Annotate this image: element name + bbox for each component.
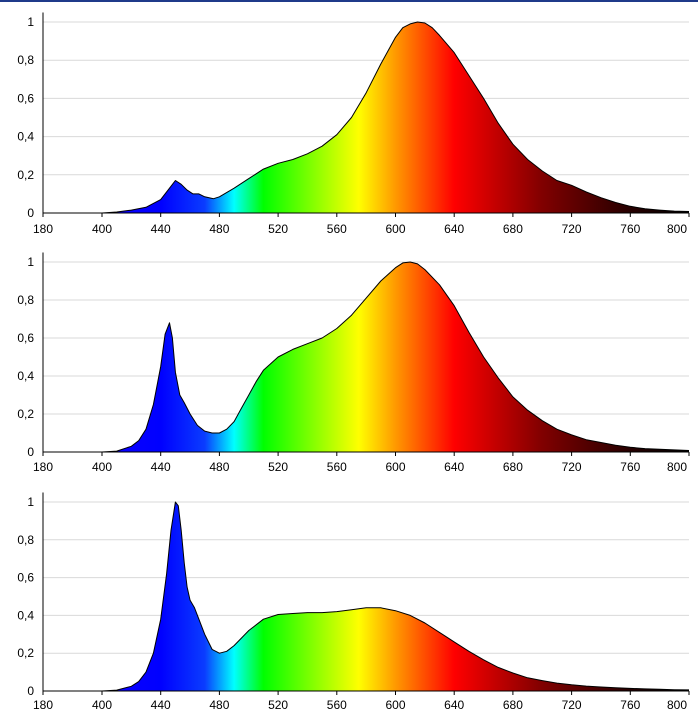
y-tick-label: 0,6 (17, 91, 34, 105)
y-tick-label: 0,2 (17, 646, 34, 660)
x-tick-label: 760 (620, 698, 640, 712)
y-tick-label: 1 (27, 495, 34, 509)
spectrum-area (43, 22, 689, 213)
x-tick-label: 600 (385, 222, 405, 236)
y-tick-label: 0,4 (17, 130, 34, 144)
y-tick-label: 0,8 (17, 533, 34, 547)
y-tick-label: 0 (27, 206, 34, 220)
x-tick-label: 600 (385, 460, 405, 474)
y-tick-label: 0,4 (17, 608, 34, 622)
x-tick-label: 680 (503, 460, 523, 474)
x-tick-label: 560 (327, 460, 347, 474)
y-tick-label: 0,4 (17, 369, 34, 383)
x-tick-label: 180 (33, 698, 53, 712)
y-tick-label: 0 (27, 445, 34, 459)
x-tick-label: 720 (562, 222, 582, 236)
x-tick-label: 720 (562, 460, 582, 474)
spectrum-outline (43, 21, 690, 214)
x-tick-label: 640 (444, 460, 464, 474)
spectrum-chart-3: 0 0,2 0,4 0,6 0,8 1 180 400 440 480 520 560 600 640 68… (17, 492, 690, 712)
x-tick-label: 760 (620, 222, 640, 236)
x-tick-label: 400 (92, 460, 112, 474)
x-tick-label: 800 (667, 698, 687, 712)
x-tick-label: 560 (327, 222, 347, 236)
x-tick-label: 180 (33, 460, 53, 474)
y-tick-label: 0 (27, 684, 34, 698)
y-tick-label: 1 (27, 255, 34, 269)
spectrum-outline (43, 261, 690, 453)
y-tick-label: 0,8 (17, 53, 34, 67)
y-tick-label: 0,6 (17, 331, 34, 345)
y-tick-label: 0,8 (17, 293, 34, 307)
spectrum-outline (43, 501, 690, 692)
spectrum-area (43, 262, 689, 452)
x-tick-label: 680 (503, 222, 523, 236)
y-tick-label: 0,2 (17, 407, 34, 421)
top-border-rule (0, 0, 698, 2)
x-tick-label: 480 (209, 698, 229, 712)
x-tick-label: 400 (92, 698, 112, 712)
x-tick-label: 800 (667, 222, 687, 236)
x-tick-label: 180 (33, 222, 53, 236)
x-tick-label: 680 (503, 698, 523, 712)
spectrum-chart-1: 0 0,2 0,4 0,6 0,8 1 180 400 440 480 520 560 600 640 68… (17, 12, 690, 236)
x-tick-label: 760 (620, 460, 640, 474)
spectrum-area (43, 502, 689, 691)
x-tick-label: 440 (151, 698, 171, 712)
x-tick-label: 560 (327, 698, 347, 712)
y-tick-label: 0,6 (17, 571, 34, 585)
x-tick-label: 520 (268, 222, 288, 236)
x-tick-label: 520 (268, 460, 288, 474)
x-tick-label: 520 (268, 698, 288, 712)
spectrum-chart-2: 0 0,2 0,4 0,6 0,8 1 180 400 440 480 520 560 600 640 68… (17, 252, 690, 474)
x-tick-label: 640 (444, 698, 464, 712)
y-tick-label: 1 (27, 15, 34, 29)
x-tick-label: 440 (151, 222, 171, 236)
x-tick-label: 720 (562, 698, 582, 712)
y-tick-label: 0,2 (17, 168, 34, 182)
x-tick-label: 480 (209, 460, 229, 474)
x-tick-label: 400 (92, 222, 112, 236)
x-tick-label: 480 (209, 222, 229, 236)
x-tick-label: 600 (385, 698, 405, 712)
x-tick-label: 440 (151, 460, 171, 474)
x-tick-label: 800 (667, 460, 687, 474)
x-tick-label: 640 (444, 222, 464, 236)
